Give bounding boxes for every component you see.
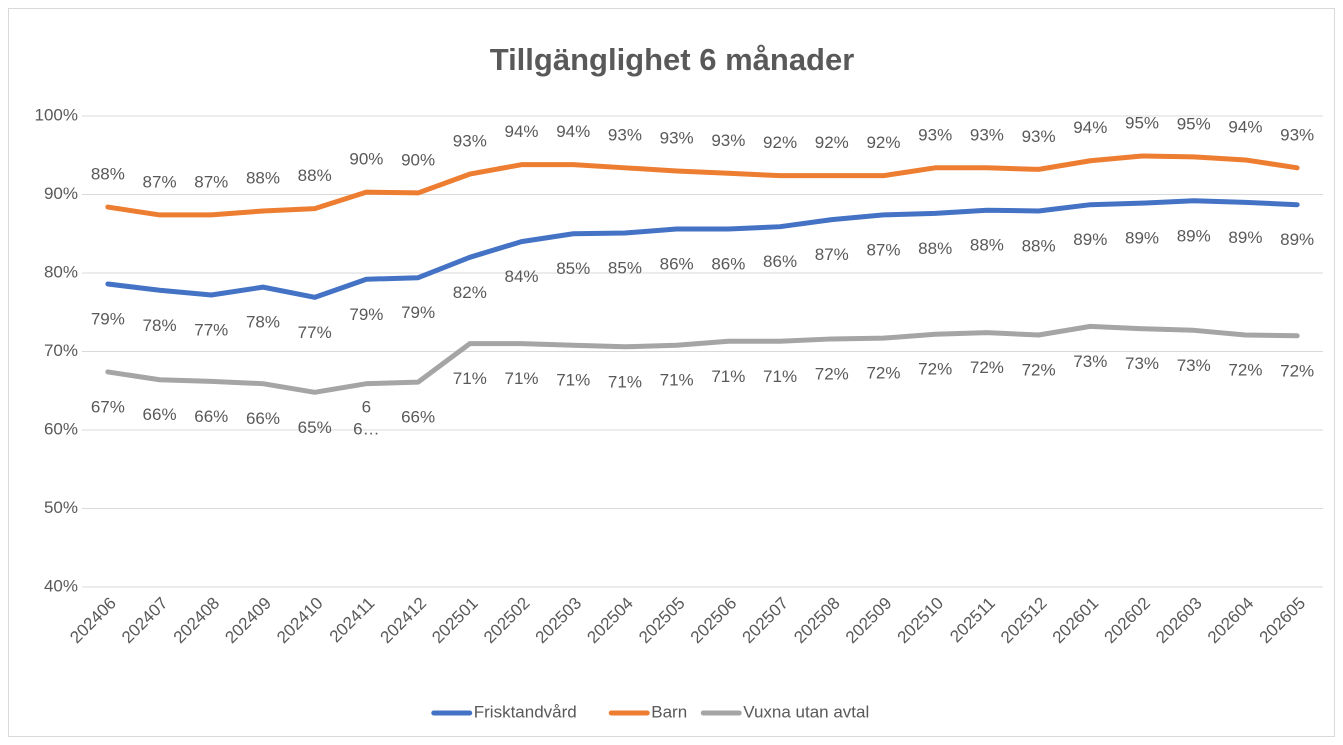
- data-label: 89%: [1228, 228, 1262, 247]
- data-label: 88%: [246, 168, 280, 187]
- data-label: 93%: [1022, 127, 1056, 146]
- data-label: 86%: [660, 255, 694, 274]
- y-tick-label: 60%: [44, 419, 78, 438]
- data-label: 65%: [298, 418, 332, 437]
- data-label: 72%: [815, 364, 849, 383]
- data-label: 77%: [194, 320, 228, 339]
- data-label: 73%: [1125, 354, 1159, 373]
- data-label: 6 6…: [353, 398, 379, 439]
- y-tick-label: 100%: [35, 105, 78, 124]
- data-label: 89%: [1177, 226, 1211, 245]
- data-label: 78%: [143, 316, 177, 335]
- data-label: 94%: [1073, 118, 1107, 137]
- data-label: 88%: [970, 236, 1004, 255]
- data-label: 92%: [866, 133, 900, 152]
- data-label: 85%: [608, 258, 642, 277]
- data-label: 79%: [91, 309, 125, 328]
- data-label: 88%: [91, 165, 125, 184]
- y-tick-label: 70%: [44, 341, 78, 360]
- data-label: 87%: [194, 172, 228, 191]
- data-label: 71%: [556, 371, 590, 390]
- data-label: 87%: [815, 245, 849, 264]
- legend-label: Vuxna utan avtal: [743, 702, 869, 721]
- y-tick-label: 90%: [44, 184, 78, 203]
- data-label: 86%: [763, 252, 797, 271]
- data-label: 66%: [143, 405, 177, 424]
- data-label: 89%: [1280, 230, 1314, 249]
- data-label: 95%: [1177, 114, 1211, 133]
- chart-title: Tillgänglighet 6 månader: [490, 42, 855, 77]
- data-label: 66%: [401, 408, 435, 427]
- data-label: 94%: [1228, 117, 1262, 136]
- data-label: 93%: [608, 125, 642, 144]
- data-label: 67%: [91, 397, 125, 416]
- data-label: 88%: [918, 239, 952, 258]
- data-label: 66%: [246, 409, 280, 428]
- data-label: 82%: [453, 283, 487, 302]
- data-label: 66%: [194, 407, 228, 426]
- data-label: 90%: [401, 150, 435, 169]
- data-label: 94%: [556, 122, 590, 141]
- data-label: 71%: [453, 369, 487, 388]
- data-label: 78%: [246, 313, 280, 332]
- data-label: 93%: [970, 125, 1004, 144]
- data-label: 90%: [349, 150, 383, 169]
- data-label: 71%: [763, 367, 797, 386]
- data-label: 77%: [298, 323, 332, 342]
- data-label: 79%: [401, 303, 435, 322]
- data-label: 86%: [711, 255, 745, 274]
- data-label: 84%: [505, 267, 539, 286]
- series-line: [105, 198, 1300, 300]
- data-label: 89%: [1125, 229, 1159, 248]
- data-label: 72%: [1280, 361, 1314, 380]
- data-label: 72%: [918, 360, 952, 379]
- data-label: 72%: [1228, 360, 1262, 379]
- data-label: 71%: [711, 367, 745, 386]
- data-label: 94%: [505, 122, 539, 141]
- data-label: 93%: [1280, 125, 1314, 144]
- chart-border: [8, 8, 1335, 737]
- data-label: 72%: [970, 358, 1004, 377]
- data-label: 93%: [711, 131, 745, 150]
- data-label: 72%: [1022, 360, 1056, 379]
- data-label: 72%: [866, 364, 900, 383]
- data-label: 71%: [608, 372, 642, 391]
- data-label: 71%: [505, 369, 539, 388]
- data-label: 89%: [1073, 230, 1107, 249]
- series-line: [105, 323, 1300, 395]
- y-tick-label: 80%: [44, 262, 78, 281]
- data-label: 71%: [660, 371, 694, 390]
- data-label: 79%: [349, 305, 383, 324]
- y-tick-label: 50%: [44, 498, 78, 517]
- data-label: 95%: [1125, 114, 1159, 133]
- data-label: 93%: [660, 128, 694, 147]
- legend-label: Barn: [651, 702, 687, 721]
- data-label: 93%: [918, 125, 952, 144]
- data-label: 93%: [453, 132, 487, 151]
- data-label: 73%: [1073, 352, 1107, 371]
- data-label: 88%: [1022, 236, 1056, 255]
- series-line: [105, 153, 1300, 218]
- data-label: 88%: [298, 166, 332, 185]
- data-label: 92%: [815, 133, 849, 152]
- data-label: 87%: [866, 240, 900, 259]
- data-label: 87%: [143, 172, 177, 191]
- y-tick-label: 40%: [44, 576, 78, 595]
- data-label: 92%: [763, 133, 797, 152]
- legend-label: Frisktandvård: [474, 702, 577, 721]
- data-label: 85%: [556, 259, 590, 278]
- data-label: 73%: [1177, 356, 1211, 375]
